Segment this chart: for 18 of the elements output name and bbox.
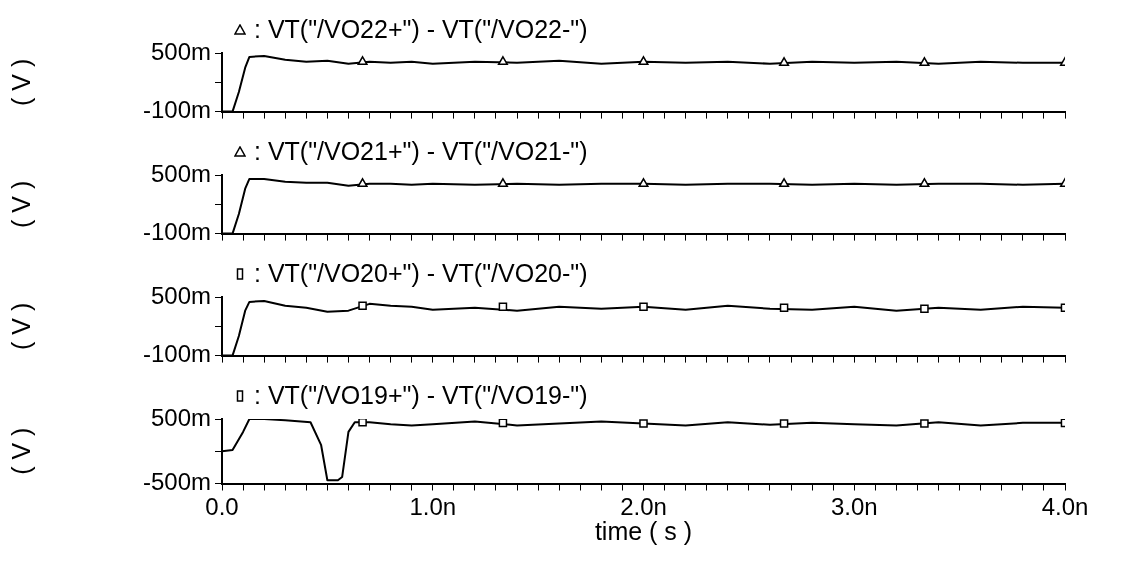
legend-label: : VT("/VO21+") - VT("/VO21-") [254, 136, 588, 165]
y-tick-label: -100m [142, 340, 211, 368]
y-tick-label: 500m [150, 281, 211, 309]
y-axis-title: ( V ) [6, 58, 35, 106]
legend-label: : VT("/VO19+") - VT("/VO19-") [254, 380, 588, 409]
legend-label: : VT("/VO20+") - VT("/VO20-") [254, 258, 588, 287]
legend-label: : VT("/VO22+") - VT("/VO22-") [254, 14, 588, 43]
y-tick-label: -100m [142, 96, 211, 124]
y-tick-label: -100m [142, 218, 211, 246]
y-axis-title: ( V ) [6, 427, 35, 475]
y-tick-label: 500m [150, 403, 211, 431]
y-axis-title: ( V ) [6, 302, 35, 350]
x-tick-label: 4.0n [1041, 492, 1089, 520]
x-tick-label: 1.0n [409, 492, 457, 520]
x-tick-label: 3.0n [830, 492, 878, 520]
y-axis-title: ( V ) [6, 180, 35, 228]
y-tick-label: 500m [150, 159, 211, 187]
y-tick-label: 500m [150, 37, 211, 65]
